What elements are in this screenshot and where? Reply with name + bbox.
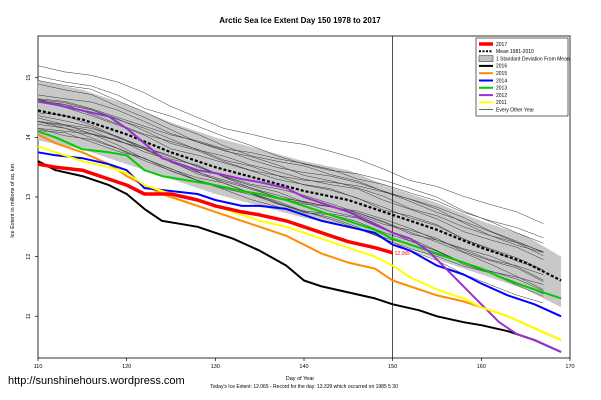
- x-axis-label: Day of Year: [286, 376, 315, 382]
- legend-swatch: [478, 55, 494, 62]
- x-tick-label: 120: [122, 364, 131, 370]
- y-tick-label: 11: [26, 313, 32, 319]
- year-line: [37, 121, 544, 304]
- year-line: [37, 101, 544, 260]
- year-line: [37, 117, 544, 290]
- x-tick-label: 160: [477, 364, 486, 370]
- year-line: [37, 80, 544, 252]
- legend-label: 2013: [496, 86, 507, 92]
- series-line-2016: [37, 160, 562, 353]
- value-label-2017: 12.065: [395, 251, 411, 257]
- legend-label: 2015: [496, 71, 507, 77]
- x-tick-label: 150: [388, 364, 397, 370]
- legend-label: 2012: [496, 93, 507, 99]
- legend-label: Mean 1981-2010: [496, 49, 534, 55]
- legend-label: 1 Standard Deviation From Mean: [496, 56, 570, 62]
- series-line-2017: [37, 162, 394, 255]
- y-tick-label: 13: [26, 194, 32, 200]
- year-line: [37, 130, 544, 295]
- y-axis-label: Ice Extent in millions of sq. km.: [10, 162, 16, 238]
- series-line-2014: [37, 151, 562, 318]
- y-tick-label: 14: [26, 134, 32, 140]
- series-line-2013: [37, 130, 562, 300]
- legend-label: 2016: [496, 64, 507, 70]
- series-line-2011: [37, 145, 562, 342]
- credit-url: http://sunshinehours.wordpress.com: [8, 375, 185, 387]
- year-line: [37, 121, 544, 281]
- mean-line: [37, 109, 562, 282]
- year-line: [37, 98, 544, 239]
- x-tick-label: 140: [299, 364, 308, 370]
- x-tick-label: 110: [34, 364, 43, 370]
- chart-title: Arctic Sea Ice Extent Day 150 1978 to 20…: [219, 16, 381, 25]
- y-tick-label: 15: [26, 75, 32, 81]
- legend-label: Every Other Year: [496, 108, 534, 114]
- x-tick-label: 130: [211, 364, 220, 370]
- legend-label: 2011: [496, 100, 507, 106]
- plot-area: 12.065 110 120 130 140 150 160 170 11 12 13 14 15 201…: [26, 35, 575, 370]
- year-line: [37, 75, 544, 244]
- x-tick-label: 170: [565, 364, 574, 370]
- series-line-2015: [37, 133, 562, 342]
- year-line: [37, 83, 544, 257]
- legend-label: 2017: [496, 42, 507, 48]
- footer-note: Today's Ice Extent: 12.065 - Record for …: [210, 384, 398, 390]
- year-line: [37, 65, 544, 224]
- y-tick-label: 12: [26, 254, 32, 260]
- year-line: [37, 128, 544, 282]
- series-line-2012: [37, 100, 562, 353]
- legend-label: 2014: [496, 78, 507, 84]
